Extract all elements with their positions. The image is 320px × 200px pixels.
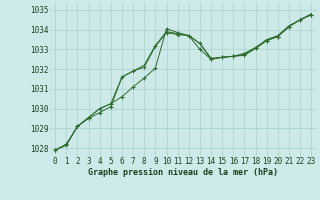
X-axis label: Graphe pression niveau de la mer (hPa): Graphe pression niveau de la mer (hPa)	[88, 168, 278, 177]
